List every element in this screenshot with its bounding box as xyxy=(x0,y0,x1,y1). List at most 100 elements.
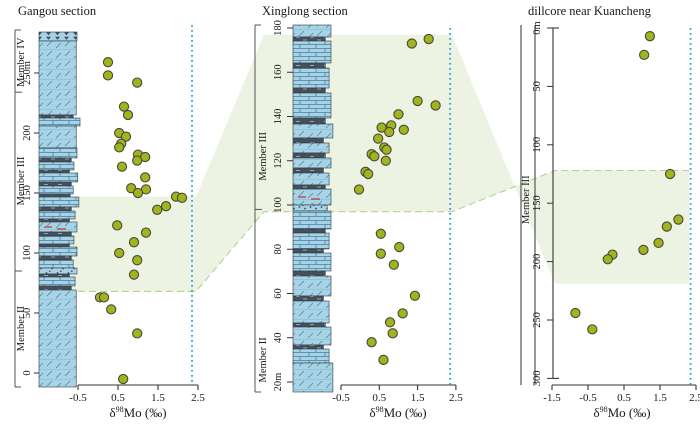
data-point xyxy=(132,187,144,199)
data-point xyxy=(112,220,123,231)
lith-bed xyxy=(292,275,332,297)
data-point xyxy=(393,109,404,120)
data-point xyxy=(102,57,114,68)
panel-gangou: Member IV Member III Member II 0 50 100 150 200… xyxy=(14,4,205,420)
lith-bed xyxy=(292,252,332,272)
x-tick-label: 0.5 xyxy=(372,392,386,404)
depth-tick-label: 180 xyxy=(273,20,284,36)
data-point xyxy=(369,151,380,162)
correlation-band-layer xyxy=(66,34,689,292)
data-point xyxy=(132,328,143,339)
depth-tick-label: 200 xyxy=(22,125,33,141)
lith-bed xyxy=(38,172,79,183)
lith-bed xyxy=(38,31,78,42)
data-point xyxy=(376,122,387,133)
lith-bed xyxy=(292,270,326,277)
lith-bed xyxy=(38,255,72,261)
lith-bed xyxy=(292,24,332,38)
lith-bed xyxy=(38,289,77,388)
data-point xyxy=(387,328,398,339)
lith-bed xyxy=(292,184,326,190)
data-point xyxy=(406,38,418,49)
data-point xyxy=(120,131,132,142)
data-point xyxy=(106,304,117,315)
depth-tick-label: 140 xyxy=(273,109,284,125)
lith-bed xyxy=(38,157,72,163)
depth-tick-label: 60 xyxy=(273,288,284,299)
lith-bed xyxy=(38,114,74,119)
depth-tick-label: 100 xyxy=(532,137,543,153)
data-point xyxy=(114,142,125,153)
data-point xyxy=(140,172,151,183)
lith-bed xyxy=(292,157,332,169)
lith-bed xyxy=(292,62,326,69)
lith-bed xyxy=(292,87,326,94)
data-point xyxy=(384,317,396,328)
lith-bed xyxy=(38,193,71,198)
data-point xyxy=(132,77,143,88)
lith-bed xyxy=(292,362,334,393)
lith-bed xyxy=(292,228,326,234)
lith-bed xyxy=(292,326,332,346)
lith-bed xyxy=(38,181,72,187)
x-tick-label: 0.5 xyxy=(111,392,125,404)
data-point xyxy=(375,248,386,259)
x-tick-label: -0.5 xyxy=(69,392,87,404)
data-point xyxy=(118,101,130,112)
x-tick-label: -0.5 xyxy=(579,392,597,404)
data-point xyxy=(664,168,676,180)
data-point xyxy=(384,126,395,138)
depth-tick-label: 40 xyxy=(273,333,284,344)
lith-bed xyxy=(292,172,330,186)
data-point xyxy=(653,237,664,249)
lith-bed xyxy=(292,295,324,302)
x-axis-label: δ98Mo (‰) xyxy=(369,405,426,420)
lith-bed xyxy=(292,67,330,89)
lith-bed xyxy=(292,348,330,364)
depth-tick-label: 0 xyxy=(22,370,33,375)
lith-bed xyxy=(292,142,330,154)
lith-bed xyxy=(38,218,70,223)
member-label: Member III xyxy=(16,156,27,205)
depth-tick-label: 150 xyxy=(532,195,543,211)
lith-bed xyxy=(292,248,324,254)
lith-bed xyxy=(38,231,72,237)
data-point xyxy=(602,254,613,265)
red-marker xyxy=(44,226,66,230)
lith-bed xyxy=(38,147,78,159)
lith-bed xyxy=(292,322,326,328)
lith-bed xyxy=(38,196,80,208)
data-point xyxy=(128,269,140,280)
data-point xyxy=(397,308,408,319)
depth-tick-label: 250 xyxy=(532,312,543,328)
lith-bed xyxy=(292,204,328,212)
panel-kuancheng: Member III 0m 50 100 150 200 250 300-1.5 -0.5 0.5… xyxy=(520,4,700,420)
x-tick-label: 1.5 xyxy=(653,392,667,404)
lith-bed xyxy=(38,117,81,127)
data-point xyxy=(132,155,143,166)
member-label: Member III xyxy=(521,175,532,224)
member-label: Member II xyxy=(258,337,269,383)
x-tick-label: 2.5 xyxy=(689,392,700,404)
depth-tick-label: 100 xyxy=(273,197,284,213)
data-point xyxy=(140,227,152,238)
lith-bed xyxy=(38,243,70,248)
depth-tick-label: 0m xyxy=(532,21,543,34)
panel-xinglong: Member III Member II 20m 40 60 80 100 120 140 160… xyxy=(254,4,463,420)
x-tick-label: 0.5 xyxy=(617,392,631,404)
data-point xyxy=(430,100,441,111)
lith-bed xyxy=(292,232,330,250)
lith-bed xyxy=(292,40,332,64)
lith-bed xyxy=(38,276,76,287)
panel-title: Gangou section xyxy=(18,4,97,18)
data-point xyxy=(176,192,188,203)
data-point xyxy=(388,259,400,270)
panels-layer: Member IV Member III Member II 0 50 100 150 200… xyxy=(14,4,700,420)
data-point xyxy=(152,204,163,215)
lith-bed xyxy=(38,267,78,275)
red-marker xyxy=(298,196,320,200)
data-point xyxy=(639,49,650,61)
lith-bed xyxy=(292,92,332,119)
data-point xyxy=(98,292,110,303)
x-tick-label: 1.5 xyxy=(151,392,165,404)
